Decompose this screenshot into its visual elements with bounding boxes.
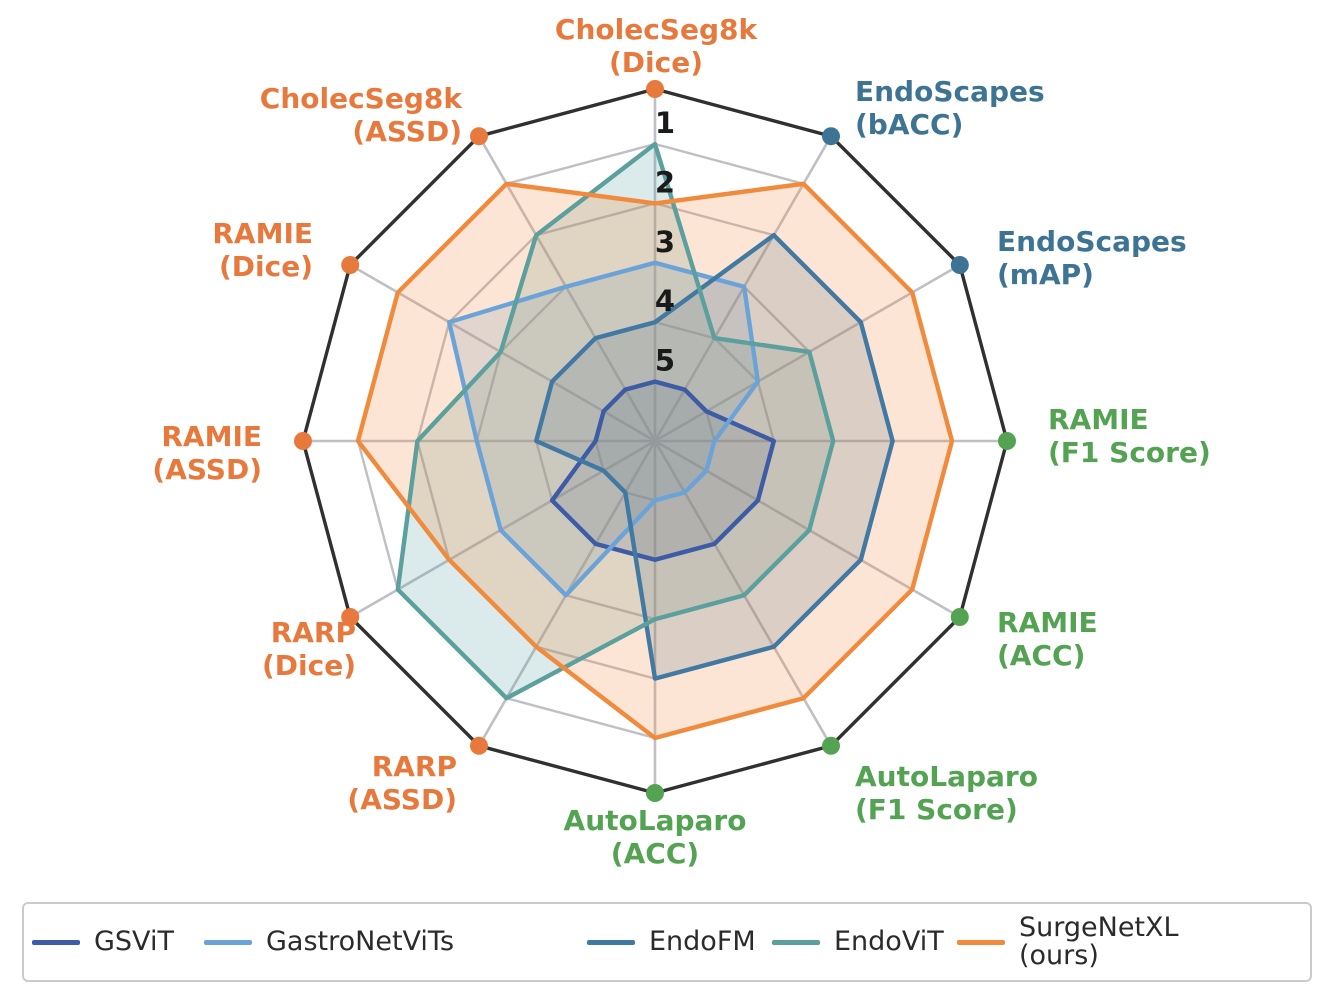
axis-dot-0 [646,80,664,98]
axis-dot-6 [646,784,664,802]
axis-label-9: RAMIE (ASSD) [152,419,262,486]
axis-dot-1 [822,127,840,146]
axis-dot-10 [341,256,360,274]
axis-dot-9 [294,432,312,450]
series-fill-GastroNetViTs [449,262,758,596]
rank-tick-4: 4 [655,284,675,318]
legend-label-SurgeNetXL: SurgeNetXL (ours) [1019,911,1179,971]
series-line-EndoViT [395,141,836,701]
series-fill-SurgeNetXL [358,183,952,739]
legend-swatch-EndoFM [587,939,635,945]
rank-tick-3: 3 [655,225,675,259]
series-fill-GSViT [552,381,774,560]
legend-item-GSViT: GSViT [32,904,174,980]
axis-label-5: AutoLaparo (F1 Score) [855,759,1038,826]
axis-dot-11 [470,127,488,146]
axis-label-8: RARP (Dice) [261,615,356,682]
series-line-GastroNetViTs [447,260,761,598]
series-line-GSViT [549,379,776,562]
series-line-SurgeNetXL [355,181,955,741]
axis-label-10: RAMIE (Dice) [212,216,313,283]
axis-dot-2 [950,256,969,274]
rank-tick-2: 2 [655,165,675,199]
axis-dot-7 [470,736,488,755]
axis-label-7: RARP (ASSD) [347,749,457,816]
legend-label-GastroNetViTs: GastroNetViTs [266,925,455,957]
legend-label-GSViT: GSViT [94,925,174,957]
legend-item-GastroNetViTs: GastroNetViTs [204,904,454,980]
legend-swatch-GastroNetViTs [204,939,252,945]
axis-dot-3 [998,432,1016,450]
axis-label-11: CholecSeg8k (ASSD) [259,81,462,148]
axis-label-4: RAMIE (ACC) [997,605,1098,672]
axis-dot-8 [341,608,360,626]
axis-label-0: CholecSeg8k (Dice) [554,12,758,79]
legend-label-EndoFM: EndoFM [649,925,756,957]
legend-swatch-GSViT [32,939,80,945]
legend-item-EndoViT: EndoViT [772,904,944,980]
legend: GSViT GastroNetViTs EndoFM EndoViT SurgeNetX… [22,902,1312,982]
series-fill-EndoViT [397,144,834,699]
legend-item-SurgeNetXL: SurgeNetXL (ours) [957,904,1179,980]
axis-label-3: RAMIE (F1 Score) [1048,402,1211,469]
legend-item-EndoFM: EndoFM [587,904,756,980]
series-fill-EndoFM [536,235,893,679]
axis-dot-4 [950,608,969,626]
legend-label-EndoViT: EndoViT [834,925,944,957]
legend-swatch-SurgeNetXL [957,939,1005,945]
rank-tick-5: 5 [655,344,675,378]
axis-label-1: EndoScapes (bACC) [855,74,1045,141]
axis-label-2: EndoScapes (mAP) [997,224,1187,291]
series-line-EndoFM [534,232,895,681]
axis-dot-5 [822,736,840,755]
legend-swatch-EndoViT [772,939,820,945]
axis-label-6: AutoLaparo (ACC) [563,803,747,870]
rank-tick-1: 1 [655,106,675,140]
